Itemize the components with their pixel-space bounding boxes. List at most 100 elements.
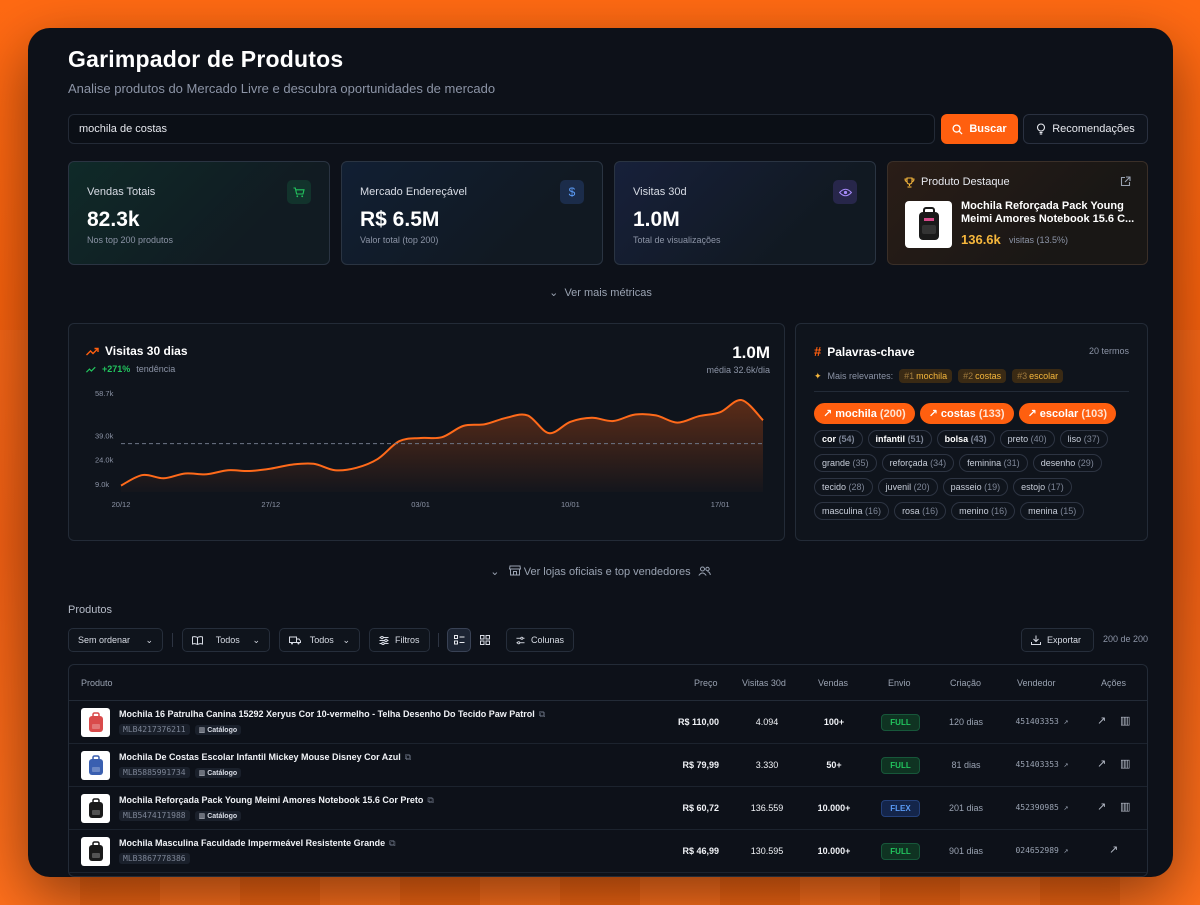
open-link-icon[interactable]: ↗ (1097, 801, 1107, 813)
keyword-chip[interactable]: liso (37) (1059, 430, 1108, 448)
relevant-word: escolar (1029, 371, 1059, 381)
relevant-chip[interactable]: #3 escolar (1012, 369, 1064, 383)
catalog-label: Catálogo (207, 726, 238, 734)
column-header-product[interactable]: Produto (81, 678, 113, 688)
keyword-chip[interactable]: feminina (31) (959, 454, 1028, 472)
product-vendor[interactable]: 024652989 ↗ (1007, 846, 1077, 855)
search-button[interactable]: Buscar (941, 114, 1018, 144)
keyword-chip[interactable]: masculina (16) (814, 502, 890, 520)
keyword-chip[interactable]: reforçada (34) (881, 454, 955, 472)
table-row[interactable]: Mochila Reforçada Pack Young Meimi Amore… (69, 787, 1147, 830)
open-link-icon[interactable]: ↗ (1097, 715, 1107, 727)
relevant-rank: #3 (1017, 371, 1028, 381)
product-thumbnail (81, 837, 110, 866)
recommendations-button[interactable]: Recomendações (1023, 114, 1148, 144)
keyword-count: (103) (1081, 408, 1108, 420)
column-header-visits[interactable]: Visitas 30d (742, 678, 786, 688)
keyword-chip[interactable]: passeio (19) (942, 478, 1009, 496)
export-button[interactable]: Exportar (1021, 628, 1094, 652)
open-link-icon[interactable]: ↗ (1109, 844, 1119, 856)
keyword-chip[interactable]: ↗ mochila (200) (814, 403, 915, 424)
shipping-filter-select[interactable]: Todos ⌄ (279, 628, 360, 652)
open-link-icon[interactable]: ↗ (1097, 758, 1107, 770)
keyword-chip[interactable]: grande (35) (814, 454, 877, 472)
hash-icon: # (814, 344, 822, 359)
keyword-chip[interactable]: juvenil (20) (877, 478, 938, 496)
relevant-chip[interactable]: #2 costas (958, 369, 1007, 383)
external-link-icon: ↗ (1063, 803, 1069, 812)
product-id: MLB5474171988 (119, 810, 190, 821)
table-row[interactable]: Mochila 16 Patrulha Canina 15292 Xeryus … (69, 701, 1147, 744)
keyword-chip[interactable]: menina (15) (1020, 502, 1085, 520)
product-name[interactable]: Mochila Masculina Faculdade Impermeável … (119, 838, 396, 849)
keyword-chip[interactable]: ↗ escolar (103) (1018, 403, 1117, 424)
copy-icon[interactable]: ⧉ (389, 838, 396, 848)
column-header-vendor[interactable]: Vendedor (1017, 678, 1056, 688)
book-icon: ▥ (198, 812, 208, 820)
relevant-chip[interactable]: #1 mochila (899, 369, 953, 383)
chart-bar-icon[interactable]: ▥ (1120, 801, 1131, 813)
keyword-chip[interactable]: preto (40) (999, 430, 1055, 448)
sort-select[interactable]: Sem ordenar ⌄ (68, 628, 163, 652)
columns-button[interactable]: Colunas (506, 628, 574, 652)
keyword-count: (200) (879, 408, 906, 420)
metric-sub: Valor total (top 200) (360, 235, 439, 245)
copy-icon[interactable]: ⧉ (538, 709, 546, 719)
relevant-rank: #2 (963, 371, 974, 381)
product-id-row: MLB5474171988 ▥ Catálogo (119, 810, 242, 821)
keyword-count: (19) (984, 482, 1001, 492)
keyword-chip[interactable]: estojo (17) (1013, 478, 1072, 496)
divider (814, 391, 1129, 392)
table-row[interactable]: Mochila De Costas Escolar Infantil Micke… (69, 744, 1147, 787)
product-vendor[interactable]: 451403353 ↗ (1007, 760, 1077, 769)
copy-icon[interactable]: ⧉ (404, 752, 412, 762)
list-view-toggle[interactable] (447, 628, 471, 652)
search-button-label: Buscar (969, 123, 1007, 135)
x-tick-label: 17/01 (711, 500, 730, 509)
chart-bar-icon[interactable]: ▥ (1120, 758, 1131, 770)
chart-bar-icon[interactable]: ▥ (1120, 715, 1131, 727)
x-tick-label: 27/12 (261, 500, 280, 509)
product-name[interactable]: Mochila 16 Patrulha Canina 15292 Xeryus … (119, 709, 545, 720)
metric-label: Mercado Endereçável (360, 186, 468, 198)
product-vendor[interactable]: 451403353 ↗ (1007, 717, 1077, 726)
keywords-panel: # Palavras-chave 20 termos ✦ Mais releva… (795, 323, 1148, 541)
grid-view-toggle[interactable] (473, 628, 497, 652)
keyword-chip[interactable]: ↗ costas (133) (919, 403, 1014, 424)
keyword-chip[interactable]: rosa (16) (894, 502, 947, 520)
table-row[interactable]: Mochila Masculina Faculdade Impermeável … (69, 830, 1147, 873)
keyword-chip[interactable]: desenho (29) (1032, 454, 1102, 472)
product-name[interactable]: Mochila De Costas Escolar Infantil Micke… (119, 752, 411, 763)
more-metrics-toggle[interactable]: ⌄ Ver mais métricas (28, 286, 1173, 299)
column-header-sales[interactable]: Vendas (818, 678, 849, 688)
external-link-icon: ↗ (1063, 760, 1069, 769)
column-header-shipping[interactable]: Envio (888, 678, 911, 688)
keyword-chip[interactable]: tecido (28) (814, 478, 873, 496)
keyword-chip[interactable]: bolsa (43) (936, 430, 995, 448)
keyword-chip[interactable]: infantil (51) (867, 430, 932, 448)
search-input[interactable]: mochila de costas (68, 114, 935, 144)
keyword-count: (16) (991, 506, 1008, 516)
keyword-word: juvenil (885, 482, 912, 492)
filters-button[interactable]: Filtros (369, 628, 430, 652)
search-icon (952, 123, 963, 135)
keyword-count: (20) (913, 482, 930, 492)
column-header-created[interactable]: Criação (950, 678, 982, 688)
catalog-badge: ▥ Catálogo (194, 810, 242, 821)
product-vendor[interactable]: 452390985 ↗ (1007, 803, 1077, 812)
copy-icon[interactable]: ⧉ (427, 795, 434, 805)
product-name-text: Mochila Reforçada Pack Young Meimi Amore… (119, 795, 424, 805)
divider (438, 633, 439, 647)
column-header-price[interactable]: Preço (694, 678, 718, 688)
stores-toggle[interactable]: ⌄ Ver lojas oficiais e top vendedores (28, 565, 1173, 578)
featured-product-card[interactable]: Produto Destaque Mochila Reforçada Pack … (887, 161, 1148, 265)
keyword-word: grande (822, 458, 851, 468)
keyword-word: masculina (822, 506, 863, 516)
product-name[interactable]: Mochila Reforçada Pack Young Meimi Amore… (119, 795, 434, 806)
catalog-filter-select[interactable]: Todos ⌄ (182, 628, 270, 652)
column-header-actions: Ações (1101, 678, 1127, 688)
keyword-chip[interactable]: cor (54) (814, 430, 863, 448)
external-link-icon[interactable] (1120, 176, 1131, 190)
visits-area-chart: 58.7k 39.0k 24.0k 9.0k 20/12 27/12 03/01 10/01… (95, 389, 764, 509)
keyword-chip[interactable]: menino (16) (951, 502, 1016, 520)
